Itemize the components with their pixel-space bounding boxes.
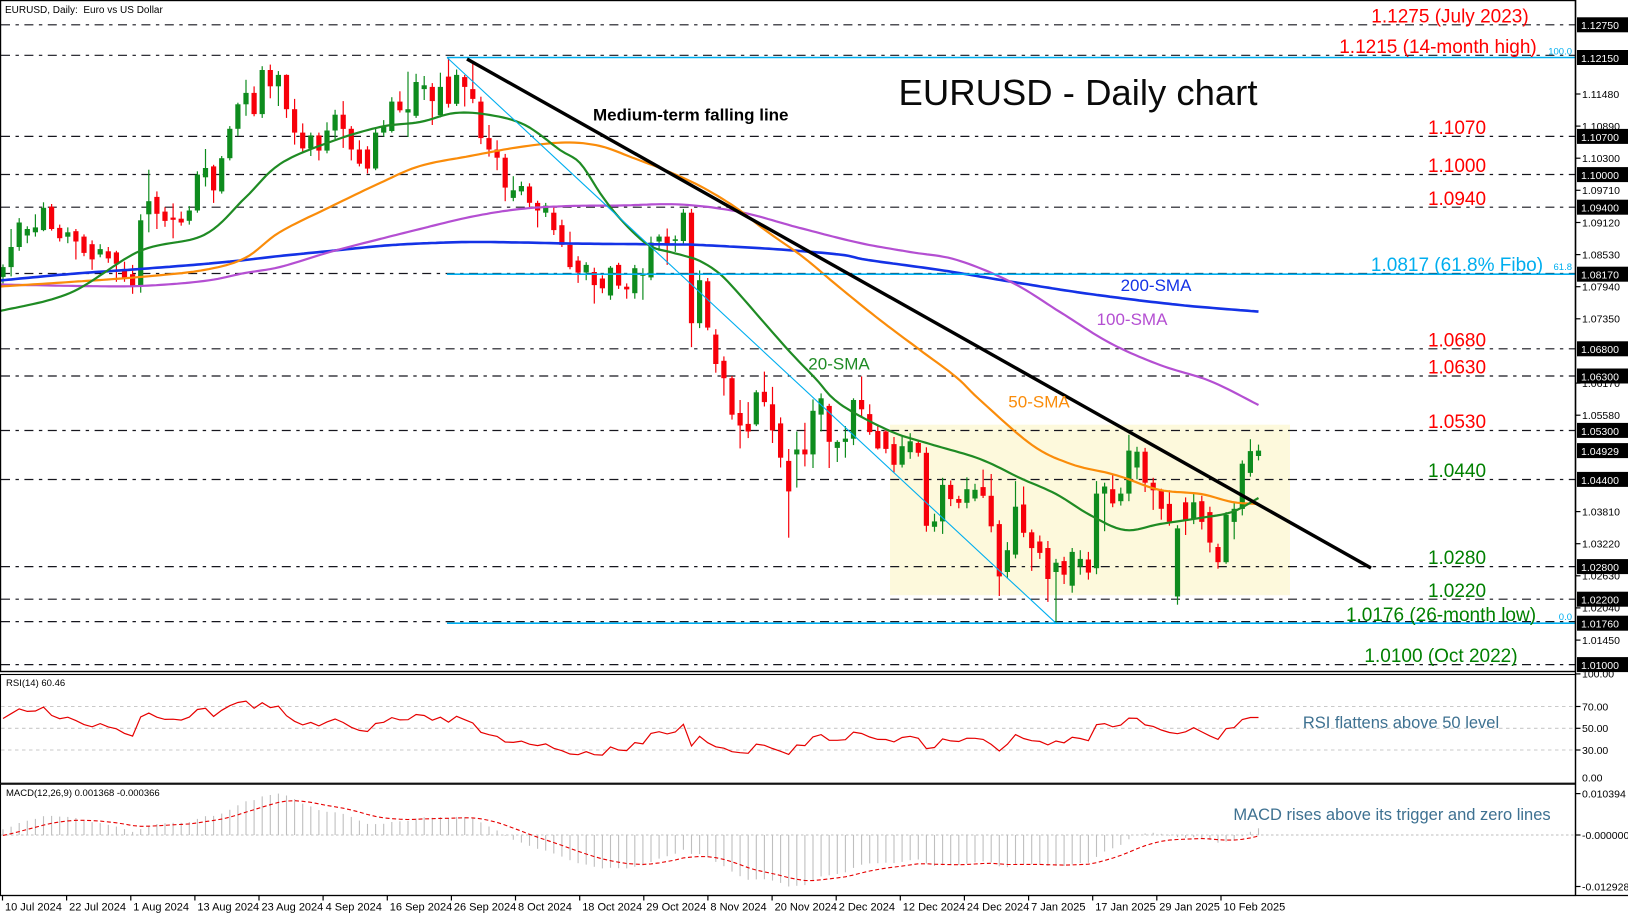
svg-text:RSI(14) 60.46: RSI(14) 60.46 [6,678,65,689]
svg-text:1.01450: 1.01450 [1582,635,1620,647]
svg-text:1.06800: 1.06800 [1581,344,1619,356]
svg-text:1.03220: 1.03220 [1582,539,1620,551]
svg-text:1.0530: 1.0530 [1428,412,1486,433]
svg-text:100-SMA: 100-SMA [1097,310,1169,329]
svg-text:1.03810: 1.03810 [1582,506,1620,518]
svg-text:MACD rises above its trigger a: MACD rises above its trigger and zero li… [1233,806,1550,824]
svg-text:1.0280: 1.0280 [1428,548,1486,569]
svg-text:22 Jul 2024: 22 Jul 2024 [69,902,126,914]
svg-text:1.0817 (61.8% Fibo): 1.0817 (61.8% Fibo) [1371,255,1543,276]
svg-text:17 Jan 2025: 17 Jan 2025 [1095,902,1156,914]
svg-text:1.1215 (14-month high): 1.1215 (14-month high) [1339,37,1537,58]
svg-text:1.10300: 1.10300 [1582,153,1620,165]
svg-text:1.08530: 1.08530 [1582,249,1620,261]
svg-text:1.1070: 1.1070 [1428,118,1486,139]
svg-text:1 Aug 2024: 1 Aug 2024 [133,902,189,914]
svg-text:1.06300: 1.06300 [1581,371,1619,383]
svg-text:0.010394: 0.010394 [1582,788,1626,800]
svg-text:1.01760: 1.01760 [1581,619,1619,631]
svg-text:1.01000: 1.01000 [1581,660,1619,672]
svg-text:2 Dec 2024: 2 Dec 2024 [839,902,895,914]
svg-text:13 Aug 2024: 13 Aug 2024 [197,902,259,914]
svg-text:1.05300: 1.05300 [1581,426,1619,438]
svg-text:7 Jan 2025: 7 Jan 2025 [1031,902,1085,914]
svg-text:1.0940: 1.0940 [1428,189,1486,210]
svg-text:1.04400: 1.04400 [1581,475,1619,487]
svg-text:23 Aug 2024: 23 Aug 2024 [262,902,324,914]
svg-text:0.0: 0.0 [1559,612,1572,623]
svg-text:EURUSD - Daily chart: EURUSD - Daily chart [899,72,1258,113]
svg-text:1.0100 (Oct 2022): 1.0100 (Oct 2022) [1364,646,1517,667]
svg-text:0.00: 0.00 [1582,773,1603,785]
svg-text:29 Jan 2025: 29 Jan 2025 [1159,902,1220,914]
svg-text:1.07940: 1.07940 [1582,282,1620,294]
svg-text:12 Dec 2024: 12 Dec 2024 [903,902,965,914]
svg-text:1.0630: 1.0630 [1428,358,1486,379]
svg-text:8 Nov 2024: 8 Nov 2024 [710,902,766,914]
svg-text:1.09120: 1.09120 [1582,217,1620,229]
svg-text:4 Sep 2024: 4 Sep 2024 [326,902,382,914]
svg-text:26 Sep 2024: 26 Sep 2024 [454,902,516,914]
svg-text:1.0220: 1.0220 [1428,581,1486,602]
svg-text:1.04929: 1.04929 [1581,446,1619,458]
svg-text:10 Feb 2025: 10 Feb 2025 [1224,902,1286,914]
svg-text:1.07350: 1.07350 [1582,314,1620,326]
svg-text:70.00: 70.00 [1582,701,1608,713]
svg-text:1.10000: 1.10000 [1581,170,1619,182]
svg-text:1.09710: 1.09710 [1582,185,1620,197]
svg-text:MACD(12,26,9) 0.001368 -0.0003: MACD(12,26,9) 0.001368 -0.000366 [6,788,160,799]
svg-text:1.0176 (26-month low): 1.0176 (26-month low) [1346,605,1536,626]
svg-text:50-SMA: 50-SMA [1008,393,1070,412]
svg-text:Medium-term falling line: Medium-term falling line [593,106,789,125]
svg-text:1.05580: 1.05580 [1582,410,1620,422]
svg-text:18 Oct 2024: 18 Oct 2024 [582,902,642,914]
svg-text:1.0680: 1.0680 [1428,330,1486,351]
svg-text:20-SMA: 20-SMA [808,355,870,374]
svg-text:EURUSD, Daily: Euro vs US Dol: EURUSD, Daily: Euro vs US Dollar [5,5,163,16]
svg-text:29 Oct 2024: 29 Oct 2024 [646,902,706,914]
svg-text:1.10700: 1.10700 [1581,132,1619,144]
svg-text:1.1000: 1.1000 [1428,156,1486,177]
svg-text:100.0: 100.0 [1548,47,1572,58]
svg-text:30.00: 30.00 [1582,745,1608,757]
svg-text:20 Nov 2024: 20 Nov 2024 [775,902,837,914]
svg-text:1.11480: 1.11480 [1582,89,1619,101]
svg-text:1.12750: 1.12750 [1581,20,1619,32]
svg-text:-0.012928: -0.012928 [1582,881,1628,893]
svg-text:1.02800: 1.02800 [1581,562,1619,574]
svg-text:16 Sep 2024: 16 Sep 2024 [390,902,452,914]
svg-text:61.8: 61.8 [1554,262,1573,273]
svg-text:RSI flattens above 50 level: RSI flattens above 50 level [1303,714,1499,732]
svg-text:1.09400: 1.09400 [1581,203,1619,215]
svg-text:10 Jul 2024: 10 Jul 2024 [5,902,62,914]
svg-text:1.08170: 1.08170 [1581,270,1619,282]
svg-text:1.0440: 1.0440 [1428,461,1486,482]
svg-text:50.00: 50.00 [1582,723,1608,735]
svg-text:100.00: 100.00 [1582,669,1614,681]
svg-text:1.12150: 1.12150 [1581,53,1619,65]
svg-text:-0.000000: -0.000000 [1582,830,1628,842]
svg-text:8 Oct 2024: 8 Oct 2024 [518,902,572,914]
svg-text:1.1275 (July 2023): 1.1275 (July 2023) [1371,6,1528,27]
svg-text:24 Dec 2024: 24 Dec 2024 [967,902,1029,914]
svg-text:200-SMA: 200-SMA [1121,276,1193,295]
svg-text:1.02200: 1.02200 [1581,595,1619,607]
